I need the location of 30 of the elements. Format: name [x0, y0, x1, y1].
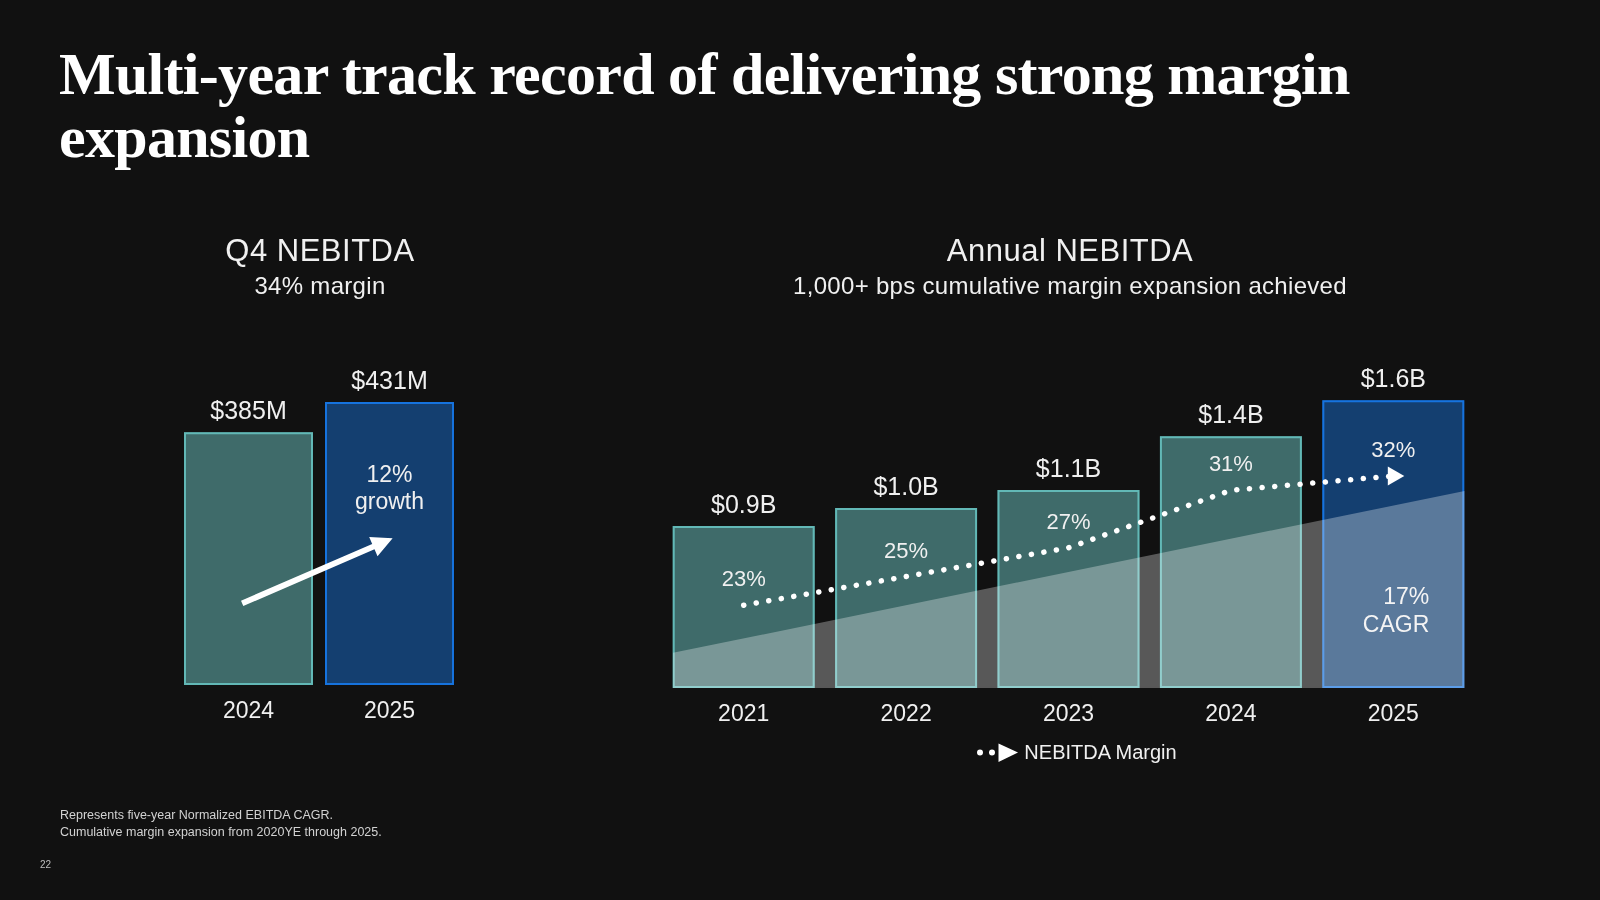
data-label: $1.1B: [1035, 454, 1102, 483]
data-label: $0.9B: [711, 489, 777, 518]
data-label: $1.0B: [873, 472, 939, 500]
x-tick-label: 2023: [1042, 700, 1095, 727]
data-label: $385M: [210, 396, 287, 425]
chart-title: Q4 NEBITDA: [224, 232, 416, 270]
data-label: $431M: [351, 365, 428, 394]
data-label: 31%: [1208, 451, 1253, 477]
chart-subtitle: 34% margin: [253, 272, 387, 300]
text: Cumulative margin expansion from 2020YE through 2025.: [60, 824, 382, 841]
data-label: $1.4B: [1198, 400, 1264, 429]
chart-subtitle: 1,000+ bps cumulative margin expansion achieved: [792, 272, 1348, 300]
data-label: $1.6B: [1360, 364, 1426, 393]
x-tick-label: 2024: [222, 697, 275, 724]
text: 22: [40, 859, 52, 871]
text: Represents five-year Normalized EBITDA CAGR.: [60, 807, 334, 824]
x-tick-label: 2022: [880, 700, 932, 727]
chart-title: Annual NEBITDA: [945, 232, 1195, 270]
data-label: 32%: [1371, 437, 1416, 463]
annotation: 17% CAGR: [1362, 583, 1430, 637]
x-tick-label: 2021: [718, 700, 770, 727]
x-tick-label: 2025: [1367, 700, 1419, 727]
text: Multi-year track record of delivering strong margin expansion: [59, 41, 1351, 170]
data-label: 27%: [1046, 508, 1091, 534]
x-tick-label: 2025: [363, 697, 416, 724]
data-label: 25%: [884, 537, 929, 563]
legend-label: NEBITDA Margin: [1024, 740, 1177, 764]
annotation: 12% growth: [354, 461, 425, 515]
data-label: 23%: [721, 566, 766, 592]
x-tick-label: 2024: [1205, 700, 1257, 727]
